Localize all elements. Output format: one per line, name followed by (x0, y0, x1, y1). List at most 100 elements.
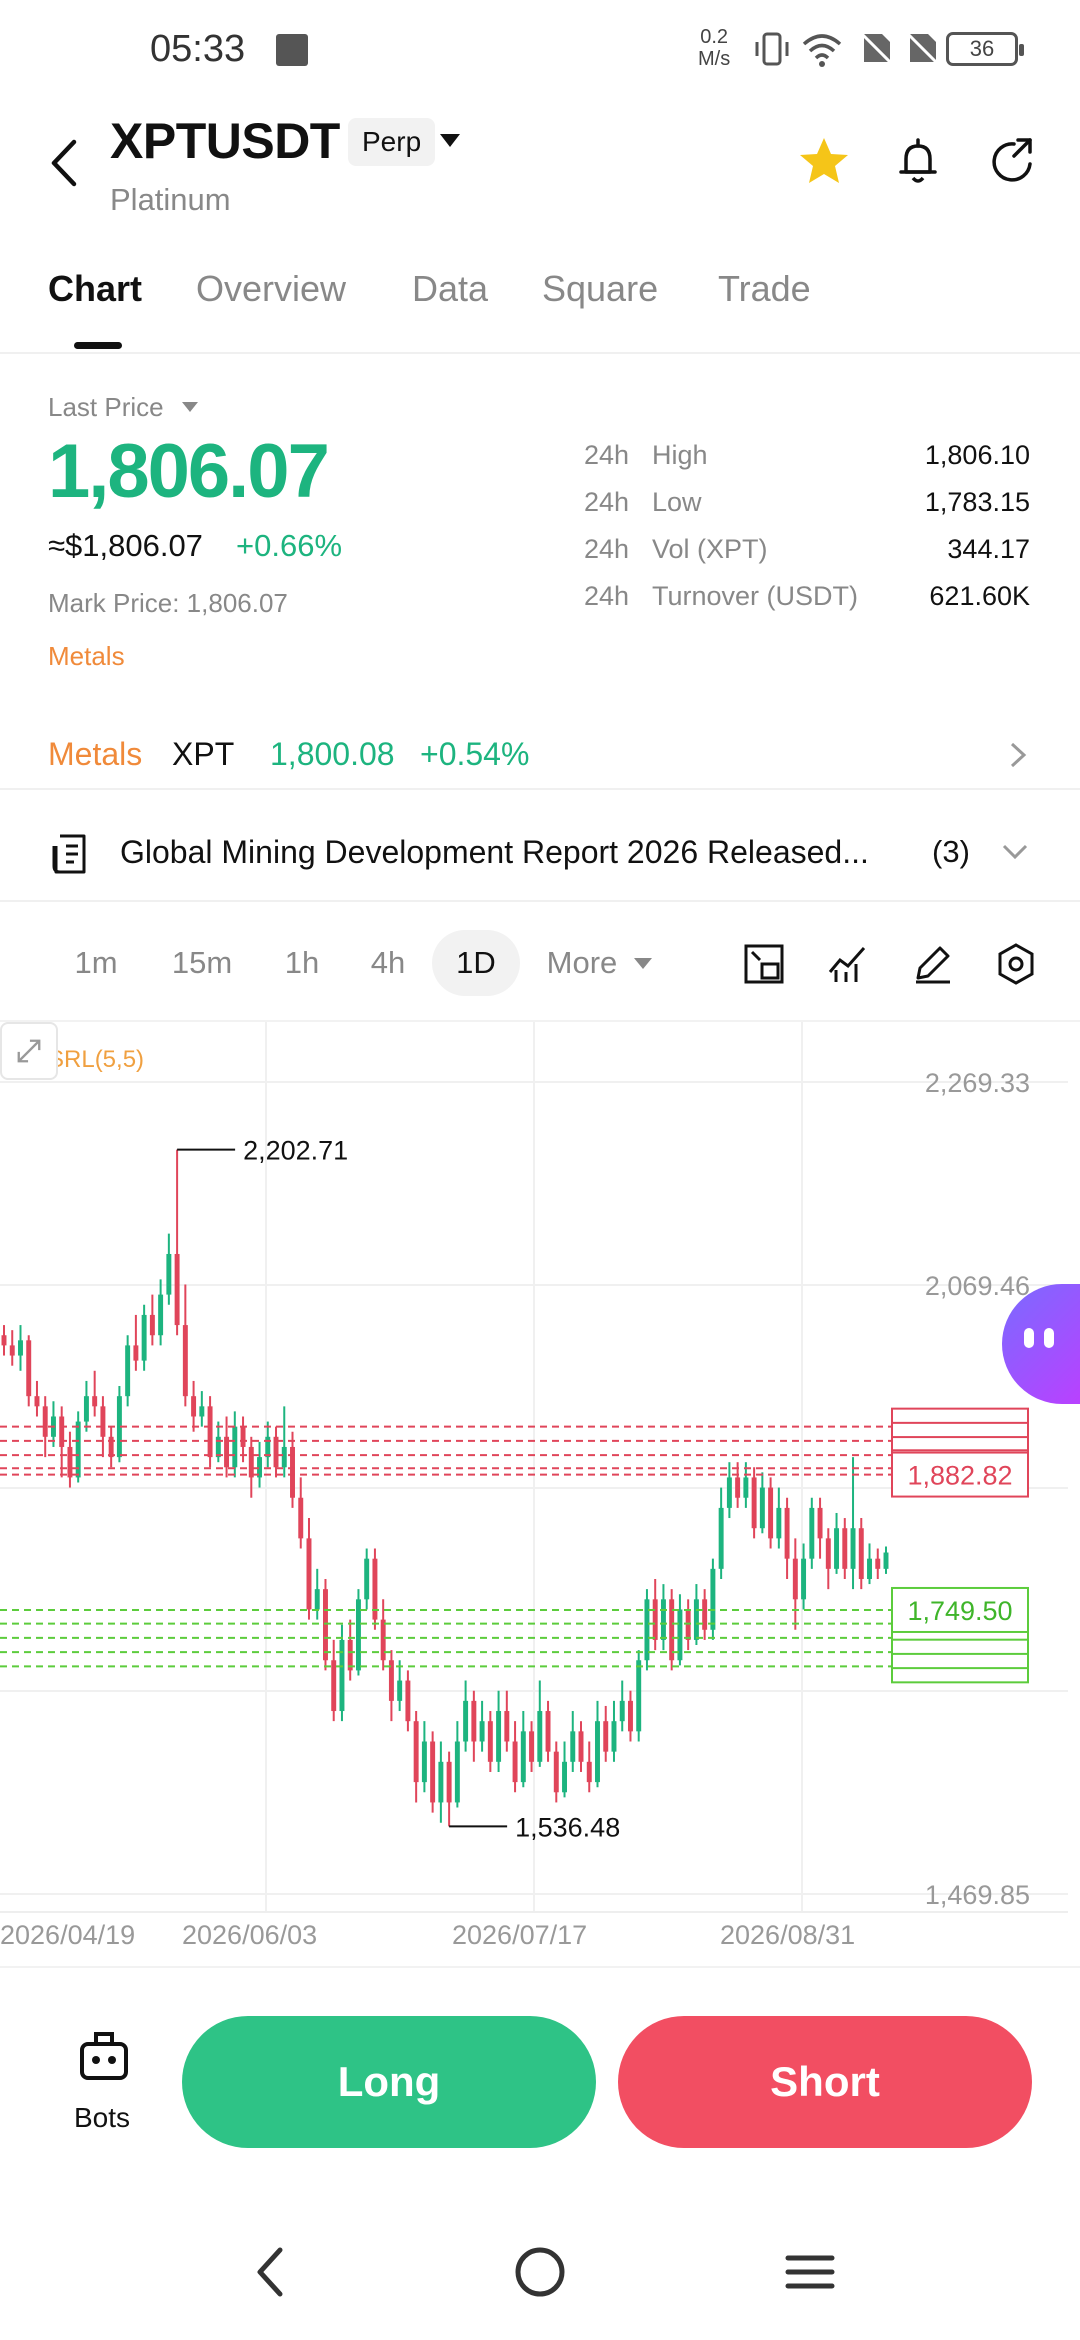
news-count: (3) (932, 834, 970, 869)
support-label: 1,749.50 (907, 1596, 1012, 1626)
nav-home-icon[interactable] (512, 2244, 568, 2300)
candle-body (545, 1711, 551, 1752)
share-icon[interactable] (984, 134, 1040, 190)
support-tag-main (891, 1586, 1029, 1633)
chart-settings-icon[interactable] (994, 942, 1038, 986)
symbol-dropdown-icon[interactable] (440, 134, 460, 147)
candle-body (257, 1457, 263, 1478)
timeframe-15m[interactable]: 15m (171, 945, 233, 980)
candle-body (207, 1406, 213, 1458)
last-price-label[interactable]: Last Price (48, 392, 164, 422)
candle-body (487, 1721, 493, 1762)
tab-data[interactable]: Data (412, 268, 489, 309)
candle-body (512, 1741, 518, 1783)
category-tag[interactable]: Metals (48, 641, 125, 671)
candle-body (834, 1528, 840, 1569)
candle-body (809, 1507, 815, 1559)
news-headline[interactable]: Global Mining Development Report 2026 Re… (120, 834, 869, 870)
candle-body (273, 1436, 279, 1468)
candle-body (232, 1426, 238, 1468)
candle-body (627, 1700, 633, 1732)
candle-body (553, 1751, 559, 1793)
candlestick-chart[interactable]: 2,269.33 2,069.46 1,469.85 2026/04/19 2026/0… (0, 1020, 1080, 1960)
expand-icon[interactable] (0, 1022, 58, 1080)
tab-chart[interactable]: Chart (48, 268, 143, 309)
candle-body (471, 1700, 477, 1742)
related-change: +0.54% (420, 736, 530, 772)
system-nav-bar (0, 2200, 1080, 2340)
candle-body (685, 1609, 691, 1640)
candle-body (331, 1660, 337, 1712)
stat-value: 1,783.15 (924, 487, 1030, 517)
candle-body (529, 1731, 535, 1762)
candle-body (619, 1700, 625, 1722)
more-dropdown-icon[interactable] (634, 958, 652, 969)
favorite-star-icon[interactable] (796, 134, 852, 190)
fullscreen-chart-icon[interactable] (742, 942, 786, 986)
candle-body (108, 1436, 114, 1458)
symbol-title[interactable]: XPTUSDT (110, 113, 340, 169)
timeframe-4h[interactable]: 4h (370, 945, 406, 980)
related-market-row[interactable]: Metals XPT 1,800.08 +0.54% (0, 720, 1080, 790)
tab-square[interactable]: Square (542, 268, 659, 309)
candle-body (702, 1599, 708, 1630)
alert-bell-icon[interactable] (890, 134, 946, 190)
timeframe-1d[interactable]: 1D (432, 930, 520, 996)
tab-trade[interactable]: Trade (718, 268, 811, 309)
candle-body (479, 1721, 485, 1742)
candle-body (718, 1507, 724, 1569)
candle-body (586, 1761, 592, 1783)
candle-body (677, 1609, 683, 1661)
long-button[interactable]: Long (182, 2016, 596, 2148)
candle-body (611, 1721, 617, 1752)
tab-overview[interactable]: Overview (196, 268, 347, 309)
candle-body (9, 1345, 15, 1356)
candle-body (191, 1396, 197, 1417)
timeframe-1m[interactable]: 1m (74, 945, 118, 980)
candle-body (158, 1294, 164, 1336)
no-sim-2-icon (904, 30, 940, 66)
bot-icon[interactable] (76, 2030, 132, 2086)
candle-body (578, 1731, 584, 1762)
related-symbol: XPT (172, 736, 235, 772)
stats-panel: 24h High 1,806.10 24h Low 1,783.15 24h V… (584, 440, 1034, 628)
candle-body (18, 1340, 23, 1356)
timeframe-bar: 1m 15m 1h 4h 1D More (0, 930, 1080, 996)
chevron-down-icon[interactable] (1000, 840, 1030, 864)
x-tick-label: 2026/08/31 (720, 1920, 855, 1950)
contract-type-badge[interactable]: Perp (348, 118, 436, 166)
candle-body (34, 1396, 40, 1407)
action-bar: Bots Long Short (0, 1966, 1080, 2170)
stat-value: 344.17 (947, 534, 1030, 564)
nav-menu-icon[interactable] (784, 2244, 836, 2300)
timeframe-1h[interactable]: 1h (284, 945, 320, 980)
news-bar[interactable]: Global Mining Development Report 2026 Re… (0, 806, 1080, 902)
candle-body (174, 1253, 180, 1326)
candle-body (42, 1406, 48, 1437)
candle-body (652, 1599, 658, 1640)
draw-pencil-icon[interactable] (910, 942, 954, 986)
candle-body (372, 1558, 378, 1620)
candle-body (454, 1741, 460, 1803)
candle-body (520, 1731, 526, 1783)
timeframe-more[interactable]: More (546, 945, 618, 980)
candle-body (867, 1558, 872, 1579)
no-sim-icon (858, 30, 894, 66)
candle-body (265, 1436, 271, 1458)
chart-canvas[interactable]: 2,269.33 2,069.46 1,469.85 2026/04/19 2026/0… (0, 1022, 1080, 1962)
indicator-label[interactable]: SRL(5,5) (48, 1046, 145, 1073)
indicators-icon[interactable] (826, 942, 870, 986)
nav-back-icon[interactable] (250, 2244, 290, 2300)
candle-body (166, 1253, 172, 1295)
candle-body (347, 1639, 353, 1671)
mark-price: Mark Price: 1,806.07 (48, 588, 288, 618)
y-tick-label: 1,469.85 (925, 1880, 1030, 1910)
back-arrow-icon[interactable] (44, 136, 84, 190)
price-type-dropdown-icon[interactable] (182, 402, 198, 412)
short-button[interactable]: Short (618, 2016, 1032, 2148)
candle-body (67, 1446, 73, 1478)
bots-label[interactable]: Bots (74, 2102, 131, 2133)
candle-body (405, 1680, 411, 1722)
candle-body (768, 1487, 774, 1539)
candle-body (397, 1680, 403, 1701)
